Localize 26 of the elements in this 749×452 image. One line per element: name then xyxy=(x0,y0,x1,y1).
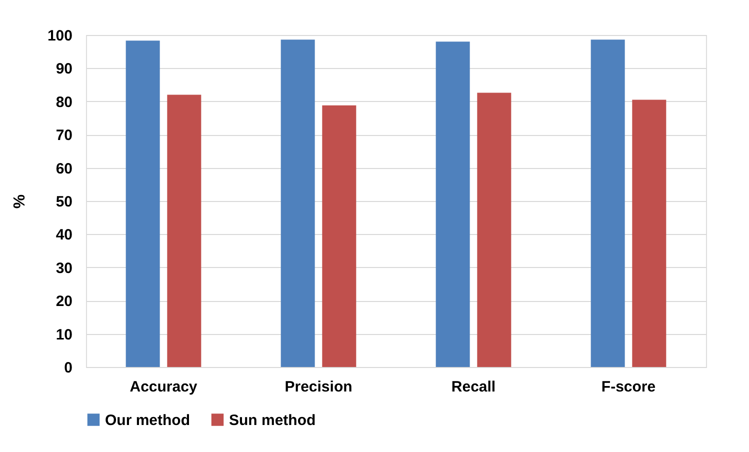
y-tick-label: 80 xyxy=(56,94,72,111)
y-tick-label: 60 xyxy=(56,160,72,178)
x-tick-label: Recall xyxy=(451,378,496,396)
bar xyxy=(632,100,666,367)
x-tick-label: Precision xyxy=(284,378,352,396)
y-tick-label: 10 xyxy=(56,326,72,344)
bar xyxy=(477,92,512,367)
y-tick-label: 100 xyxy=(47,28,72,44)
x-tick-label: F-score xyxy=(601,378,656,396)
bar xyxy=(167,94,202,367)
bar xyxy=(590,40,625,367)
bar xyxy=(322,105,356,367)
bar xyxy=(126,40,160,367)
y-tick-label: 0 xyxy=(64,360,72,376)
y-tick-label: 20 xyxy=(56,293,72,310)
y-tick-label: 90 xyxy=(56,60,72,78)
bar xyxy=(436,42,470,367)
legend-label: Our method xyxy=(105,412,190,429)
legend-label: Sun method xyxy=(229,412,316,429)
y-tick-label: 70 xyxy=(56,127,72,144)
y-tick-label: 40 xyxy=(56,226,72,244)
y-tick-label: 30 xyxy=(56,260,72,277)
bar xyxy=(280,40,315,367)
y-axis-title: % xyxy=(11,194,28,209)
y-tick-label: 50 xyxy=(56,194,72,210)
x-tick-label: Accuracy xyxy=(130,378,198,396)
